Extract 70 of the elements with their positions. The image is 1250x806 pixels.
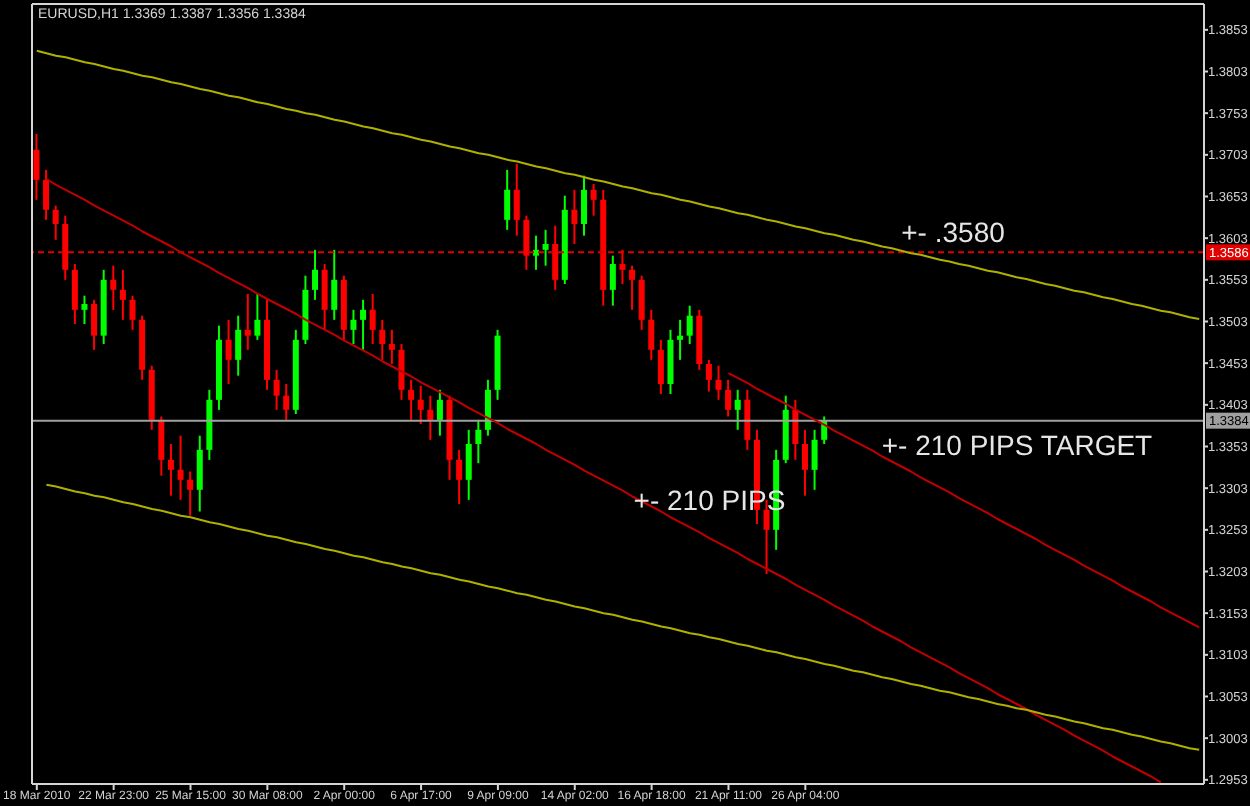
candlestick (244, 293, 251, 351)
candlestick (542, 228, 549, 267)
candlestick (427, 394, 434, 441)
candlestick (456, 448, 463, 505)
candlestick (513, 163, 520, 237)
candlestick (408, 378, 415, 421)
candlestick (379, 318, 386, 361)
candlestick (725, 378, 732, 418)
candlestick (225, 318, 232, 385)
candlestick (465, 428, 472, 501)
line-series (45, 178, 1162, 784)
candlestick (686, 304, 693, 345)
candlestick (119, 268, 126, 321)
candlestick (360, 298, 367, 351)
candlestick (705, 358, 712, 393)
candlestick (715, 364, 722, 401)
candlestick (744, 388, 751, 451)
candlestick (629, 264, 636, 311)
candlestick (609, 254, 616, 307)
candlestick (801, 428, 808, 497)
candlestick (504, 168, 511, 231)
candlestick (177, 434, 184, 501)
candlestick (552, 224, 559, 291)
candlestick (331, 248, 338, 321)
candlestick (43, 168, 50, 221)
candlestick (283, 383, 290, 421)
candlestick (273, 368, 280, 411)
candlestick (792, 398, 799, 461)
candlestick (158, 415, 165, 477)
candlestick (677, 318, 684, 361)
candlestick (369, 293, 376, 345)
candlestick (167, 443, 174, 497)
candlestick (734, 388, 741, 431)
candlestick (254, 293, 261, 341)
candlestick (235, 314, 242, 377)
candlestick (581, 174, 588, 237)
candlestick (571, 188, 578, 245)
candlestick (436, 388, 443, 437)
candlestick (52, 204, 59, 241)
candlestick (667, 328, 674, 395)
candlestick (91, 298, 98, 351)
candlestick (619, 248, 626, 285)
candlestick (484, 378, 491, 437)
candlestick (811, 428, 818, 491)
candlestick (350, 308, 357, 345)
annotation: +- .3580 (901, 216, 1006, 249)
candlestick (417, 384, 424, 425)
candlestick (62, 214, 69, 281)
candlestick (110, 264, 117, 311)
candlestick (590, 183, 597, 217)
candlestick (523, 214, 530, 271)
line-series (45, 483, 1201, 751)
candlestick (312, 248, 319, 301)
candlestick (532, 234, 539, 271)
candlestick (388, 328, 395, 365)
candlestick (475, 418, 482, 465)
candlestick (657, 338, 664, 395)
candlestick (648, 308, 655, 361)
candlestick (196, 434, 203, 513)
annotation: +- 210 PIPS TARGET (881, 428, 1154, 461)
candlestick (187, 470, 194, 517)
line-series (35, 49, 1201, 320)
candlestick (71, 263, 78, 325)
line-series (727, 372, 1201, 629)
candlestick (129, 294, 136, 331)
candlestick (398, 343, 405, 401)
candlestick (638, 274, 645, 331)
candlestick (321, 263, 328, 331)
candlestick (81, 294, 88, 325)
candlestick (33, 133, 40, 201)
